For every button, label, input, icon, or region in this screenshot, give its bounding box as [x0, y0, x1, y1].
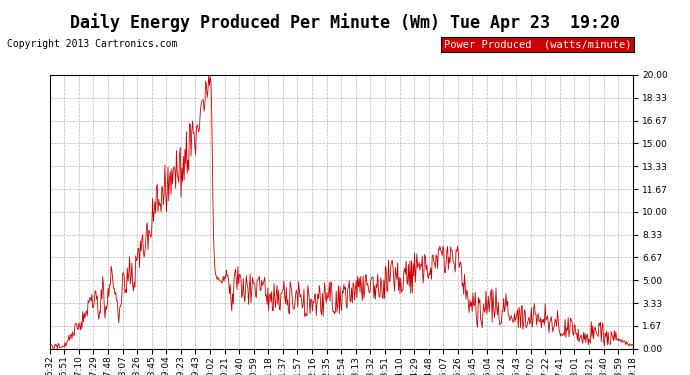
Text: Power Produced  (watts/minute): Power Produced (watts/minute) [444, 39, 631, 50]
Text: Copyright 2013 Cartronics.com: Copyright 2013 Cartronics.com [7, 39, 177, 50]
Text: Daily Energy Produced Per Minute (Wm) Tue Apr 23  19:20: Daily Energy Produced Per Minute (Wm) Tu… [70, 13, 620, 32]
